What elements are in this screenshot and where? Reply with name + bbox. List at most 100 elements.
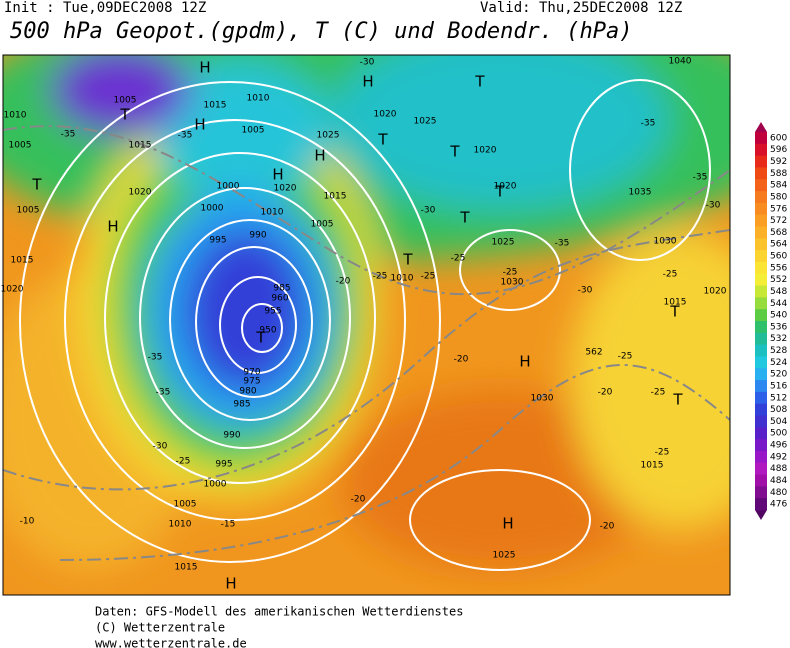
contour-label: -25	[655, 448, 670, 458]
contour-label: 980	[239, 387, 256, 397]
pressure-center: H	[314, 147, 325, 165]
contour-label: 1030	[501, 278, 524, 288]
colorbar-swatch	[755, 427, 767, 440]
pressure-center: T	[119, 106, 130, 124]
colorbar-swatch	[755, 462, 767, 476]
contour-label: 1000	[217, 182, 240, 192]
colorbar-label: 484	[770, 476, 787, 486]
pressure-center: H	[194, 116, 205, 134]
contour-label: -20	[598, 388, 613, 398]
contour-label: 995	[209, 236, 226, 246]
pressure-center: T	[474, 73, 485, 91]
colorbar-swatch	[755, 250, 767, 263]
pressure-center: H	[272, 166, 283, 184]
contour-label: -35	[641, 119, 656, 129]
colorbar-swatch	[755, 202, 767, 216]
colorbar-swatch	[755, 309, 767, 322]
footer-line: (C) Wetterzentrale	[95, 621, 225, 635]
contour-label: 1015	[324, 192, 347, 202]
pressure-center: H	[502, 515, 513, 533]
contour-label: -35	[61, 130, 76, 140]
colorbar-label: 600	[770, 133, 787, 143]
contour-label: 1010	[247, 94, 270, 104]
pressure-center: T	[494, 183, 505, 201]
colorbar-swatch	[755, 403, 767, 416]
contour-label: -20	[351, 495, 366, 505]
colorbar-label: 548	[770, 287, 787, 297]
colorbar-swatch	[755, 191, 767, 204]
contour-label: -30	[153, 442, 168, 452]
colorbar-label: 564	[770, 240, 787, 250]
colorbar-label: 560	[770, 252, 787, 262]
colorbar-swatch	[755, 498, 767, 511]
colorbar-swatch	[755, 356, 767, 369]
pressure-center: T	[255, 329, 266, 347]
pressure-center: H	[199, 59, 210, 77]
isobars	[19, 79, 711, 571]
colorbar-swatch	[755, 391, 767, 405]
contour-label: 1020	[704, 287, 727, 297]
contour-label: 1010	[4, 111, 27, 121]
contour-label: -25	[503, 268, 518, 278]
colorbar-label: 520	[770, 370, 787, 380]
contour-label: 985	[273, 284, 290, 294]
contour-label: 1005	[114, 96, 137, 106]
pressure-center: H	[519, 353, 530, 371]
colorbar-swatch	[755, 226, 767, 239]
map-field	[3, 55, 730, 595]
colorbar-label: 572	[770, 216, 787, 226]
colorbar-label: 532	[770, 334, 787, 344]
colorbar-label: 500	[770, 429, 787, 439]
colorbar-swatch	[755, 179, 767, 192]
contour-label: 975	[243, 377, 260, 387]
colorbar-label: 556	[770, 263, 787, 273]
contour-label: 1010	[169, 520, 192, 530]
contour-label: -25	[451, 254, 466, 264]
colorbar-label: 568	[770, 228, 787, 238]
contour-label: -15	[221, 520, 236, 530]
contour-label: -25	[373, 272, 388, 282]
colorbar-label: 596	[770, 145, 787, 155]
contour-label: -30	[706, 201, 721, 211]
contour-label: -35	[693, 173, 708, 183]
contour-label: 1005	[174, 500, 197, 510]
contour-label: -20	[454, 355, 469, 365]
contour-label: 1020	[274, 184, 297, 194]
contour-label: -35	[178, 131, 193, 141]
colorbar-label: 512	[770, 393, 787, 403]
contour-label: 1025	[414, 117, 437, 127]
contour-label: 1020	[1, 285, 24, 295]
colorbar-label: 504	[770, 417, 787, 427]
colorbar-label: 536	[770, 322, 787, 332]
contour-label: 1010	[261, 208, 284, 218]
contour-label: 1020	[474, 146, 497, 156]
colorbar-swatch	[755, 214, 767, 227]
contour-label: -20	[600, 522, 615, 532]
footer-line: www.wetterzentrale.de	[95, 637, 247, 648]
colorbar-swatch	[755, 332, 767, 346]
contour-label: -25	[651, 388, 666, 398]
colorbar-swatch	[755, 273, 767, 287]
contour-label: 1015	[11, 256, 34, 266]
colorbar-label: 528	[770, 346, 787, 356]
colorbar-swatch	[755, 439, 767, 452]
colorbar-label: 524	[770, 358, 787, 368]
pressure-center: T	[377, 131, 388, 149]
colorbar-label: 576	[770, 204, 787, 214]
contour-label: 1015	[129, 141, 152, 151]
contour-label: 970	[243, 368, 260, 378]
contour-label: 1030	[654, 237, 677, 247]
colorbar-label: 480	[770, 488, 787, 498]
contour-label: 995	[215, 460, 232, 470]
colorbar-swatch	[755, 261, 767, 275]
init-time: Init : Tue,09DEC2008 12Z	[4, 0, 206, 16]
colorbar-label: 476	[770, 500, 787, 510]
contour-label: 1015	[664, 298, 687, 308]
contour-label: 1015	[641, 461, 664, 471]
colorbar-swatch	[755, 155, 767, 168]
colorbar-label: 516	[770, 381, 787, 391]
contour-label: -20	[336, 277, 351, 287]
contour-label: 1000	[201, 204, 224, 214]
colorbar-label: 552	[770, 275, 787, 285]
colorbar-label: 544	[770, 299, 787, 309]
